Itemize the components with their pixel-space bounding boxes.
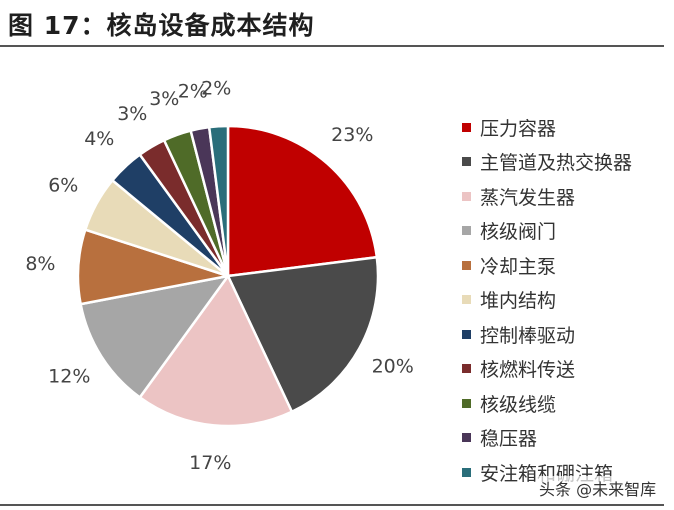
legend-item: 蒸汽发生器 xyxy=(462,179,632,214)
pie-chart: 23%20%17%12%8%6%4%3%3%2%2% xyxy=(25,77,413,474)
legend-label: 核级阀门 xyxy=(480,221,557,244)
legend-item: 主管道及热交换器 xyxy=(462,145,632,180)
legend-item: 控制棒驱动 xyxy=(462,317,632,352)
pie-labels: 23%20%17%12%8%6%4%3%3%2%2% xyxy=(25,77,413,474)
pie-slice xyxy=(207,124,230,277)
page-title: 图 17：核岛设备成本结构 xyxy=(8,11,315,40)
slice-value-label: 23% xyxy=(331,124,373,146)
legend-swatch xyxy=(462,295,471,305)
legend-label: 蒸汽发生器 xyxy=(480,186,576,209)
legend-label: 冷却主泵 xyxy=(480,255,557,278)
pie-slices xyxy=(76,124,380,428)
legend-label: 稳压器 xyxy=(480,428,538,451)
watermark: 头条 @未来智库 xyxy=(537,476,659,500)
pie-slice xyxy=(138,273,294,428)
slice-value-label: 6% xyxy=(48,174,78,196)
slice-value-label: 3% xyxy=(117,103,147,125)
legend-swatch xyxy=(462,191,471,201)
slice-value-label: 3% xyxy=(149,88,179,110)
slice-value-label: 8% xyxy=(25,253,55,275)
legend-label: 堆内结构 xyxy=(480,290,557,313)
slice-value-label: 4% xyxy=(84,128,114,150)
legend-label: 压力容器 xyxy=(480,117,557,140)
pie-slice xyxy=(226,255,380,414)
legend-swatch xyxy=(462,364,471,374)
legend-swatch xyxy=(462,467,471,477)
pie-slice xyxy=(79,274,231,400)
legend-label: 控制棒驱动 xyxy=(480,324,576,347)
slice-value-label: 2% xyxy=(178,80,208,102)
legend-swatch xyxy=(462,398,471,408)
legend-label: 核级线缆 xyxy=(480,393,557,416)
legend-label: 核燃料传送 xyxy=(480,359,576,382)
legend-item: 堆内结构 xyxy=(462,283,632,318)
legend-swatch xyxy=(462,157,471,167)
slice-value-label: 12% xyxy=(48,366,90,388)
legend-label: 主管道及热交换器 xyxy=(480,152,633,175)
slice-value-label: 17% xyxy=(189,452,231,474)
legend-item: 压力容器 xyxy=(462,110,632,145)
legend-swatch xyxy=(462,122,471,132)
legend-swatch xyxy=(462,329,471,339)
legend-item: 核燃料传送 xyxy=(462,352,632,387)
title-divider xyxy=(0,45,664,47)
legend-item: 核级阀门 xyxy=(462,214,632,249)
slice-value-label: 2% xyxy=(201,77,231,99)
slice-value-label: 20% xyxy=(372,356,414,378)
legend-item: 核级线缆 xyxy=(462,386,632,421)
legend-swatch xyxy=(462,260,471,270)
legend-swatch xyxy=(462,226,471,236)
legend-item: 冷却主泵 xyxy=(462,248,632,283)
legend-swatch xyxy=(462,433,471,443)
bottom-divider xyxy=(0,504,664,506)
chart-legend: 压力容器主管道及热交换器 蒸汽发生器核级阀门冷却主泵堆内结构控制棒驱动核燃料传送核… xyxy=(462,110,632,490)
legend-item: 稳压器 xyxy=(462,421,632,456)
pie-slice xyxy=(226,124,379,278)
